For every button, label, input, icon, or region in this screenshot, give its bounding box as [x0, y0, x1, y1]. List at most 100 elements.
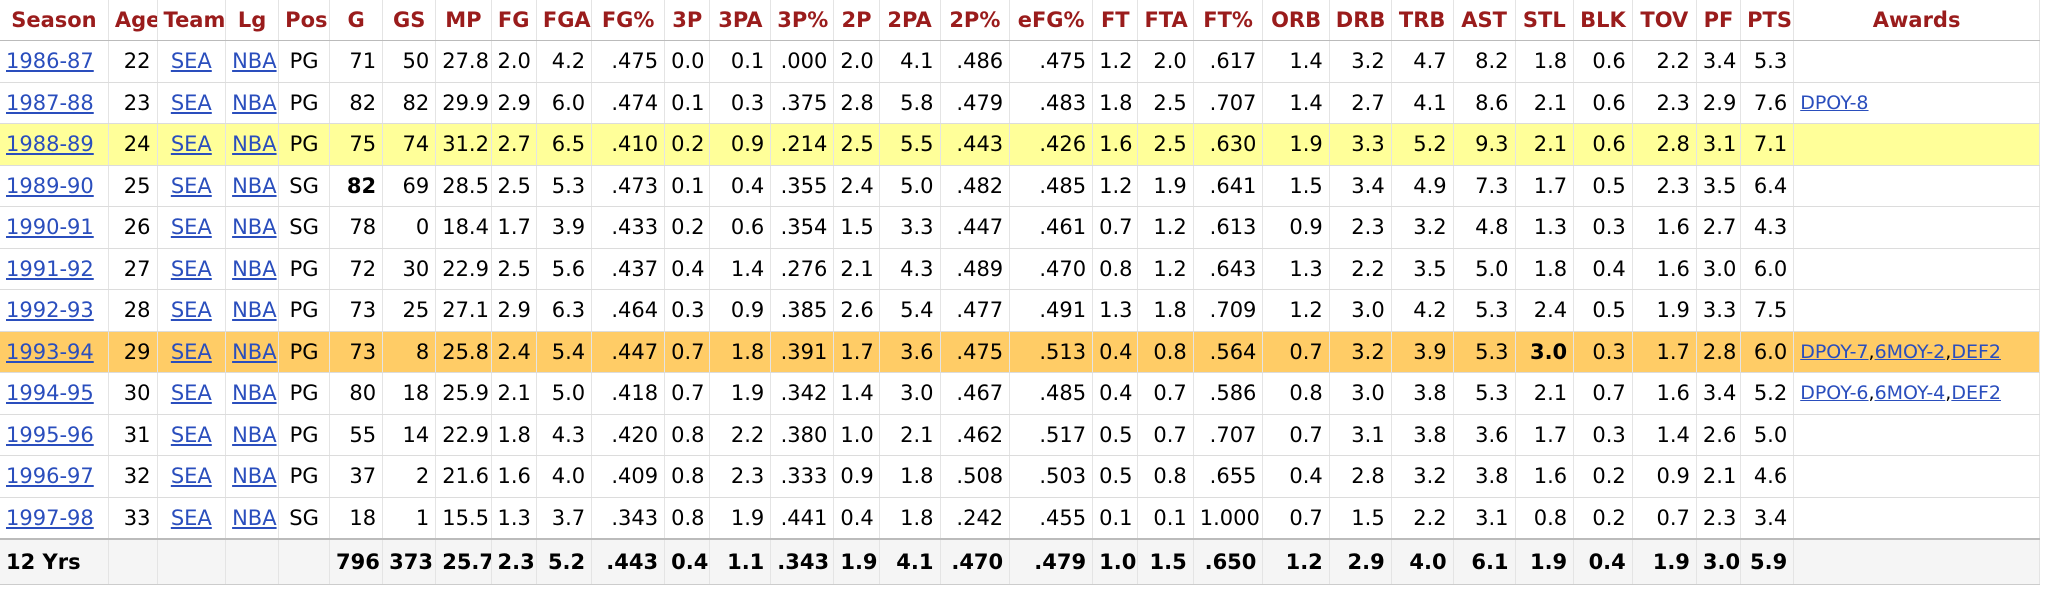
col-header-p3-pct[interactable]: 3P%: [770, 0, 835, 41]
col-header-ft-pct[interactable]: FT%: [1193, 0, 1264, 41]
cell-age: 31: [108, 414, 158, 456]
col-header-fga[interactable]: FGA: [536, 0, 593, 41]
team-link[interactable]: SEA: [170, 49, 212, 74]
cell-fga: 5.3: [536, 165, 593, 207]
team-link[interactable]: SEA: [170, 132, 212, 157]
col-header-drb[interactable]: DRB: [1329, 0, 1392, 41]
season-link[interactable]: 1995-96: [6, 422, 94, 447]
cell-efg: .503: [1009, 455, 1094, 498]
cell-ft-pct: .643: [1193, 248, 1264, 290]
award-link[interactable]: 6MOY-4: [1874, 382, 1946, 405]
team-link[interactable]: SEA: [170, 215, 212, 240]
team-link[interactable]: SEA: [170, 505, 212, 530]
lg-link[interactable]: NBA: [232, 173, 277, 198]
col-header-pa3[interactable]: 3PA: [709, 0, 772, 41]
cell-fg-pct: .420: [591, 414, 666, 456]
cell-team: SEA: [157, 40, 227, 83]
award-link[interactable]: DPOY-8: [1800, 91, 1869, 114]
cell-blk: 0.3: [1573, 414, 1633, 456]
lg-link[interactable]: NBA: [232, 49, 277, 74]
team-link[interactable]: SEA: [170, 256, 212, 281]
team-link[interactable]: SEA: [170, 422, 212, 447]
col-header-mp[interactable]: MP: [435, 0, 492, 41]
col-header-season[interactable]: Season: [0, 0, 109, 41]
lg-link[interactable]: NBA: [232, 215, 277, 240]
cell-ast: 9.3: [1453, 123, 1516, 166]
season-link[interactable]: 1989-90: [6, 173, 94, 198]
season-link[interactable]: 1996-97: [6, 464, 94, 489]
season-link[interactable]: 1997-98: [6, 505, 94, 530]
lg-link[interactable]: NBA: [232, 298, 277, 323]
cell-p2-pct: .477: [940, 289, 1011, 332]
award-link[interactable]: DPOY-7: [1800, 340, 1869, 363]
col-header-pts[interactable]: PTS: [1740, 0, 1795, 41]
cell-orb: 1.4: [1262, 40, 1330, 83]
team-link[interactable]: SEA: [170, 173, 212, 198]
col-header-stl[interactable]: STL: [1515, 0, 1575, 41]
lg-link[interactable]: NBA: [232, 422, 277, 447]
cell-pa3: 0.9: [709, 123, 772, 166]
cell-fg-pct: .410: [591, 123, 666, 166]
award-link[interactable]: DEF2: [1951, 340, 2001, 363]
col-header-pf[interactable]: PF: [1696, 0, 1742, 41]
award-link[interactable]: DEF2: [1951, 382, 2001, 405]
col-header-team[interactable]: Team: [157, 0, 227, 41]
col-header-fg[interactable]: FG: [491, 0, 537, 41]
cell-drb: 2.7: [1329, 82, 1392, 124]
team-link[interactable]: SEA: [170, 381, 212, 406]
col-header-p3[interactable]: 3P: [664, 0, 711, 41]
col-header-g[interactable]: G: [329, 0, 384, 41]
season-link[interactable]: 1991-92: [6, 256, 94, 281]
lg-link[interactable]: NBA: [232, 132, 277, 157]
col-header-tov[interactable]: TOV: [1632, 0, 1697, 41]
col-header-p2[interactable]: 2P: [833, 0, 880, 41]
cell-tov: 1.6: [1632, 248, 1697, 290]
col-header-blk[interactable]: BLK: [1573, 0, 1633, 41]
cell-pa2: 1.8: [879, 497, 941, 540]
col-header-orb[interactable]: ORB: [1262, 0, 1330, 41]
col-header-lg[interactable]: Lg: [225, 0, 280, 41]
season-link[interactable]: 1994-95: [6, 381, 94, 406]
lg-link[interactable]: NBA: [232, 339, 277, 364]
col-header-pos[interactable]: Pos: [278, 0, 331, 41]
season-link[interactable]: 1992-93: [6, 298, 94, 323]
total-gs: 373: [382, 538, 437, 585]
team-link[interactable]: SEA: [170, 464, 212, 489]
team-link[interactable]: SEA: [170, 90, 212, 115]
cell-ast: 5.3: [1453, 372, 1516, 415]
season-link[interactable]: 1988-89: [6, 132, 94, 157]
award-link[interactable]: 6MOY-2: [1874, 340, 1946, 363]
season-link[interactable]: 1987-88: [6, 90, 94, 115]
total-age: [108, 538, 158, 585]
season-link[interactable]: 1986-87: [6, 49, 94, 74]
team-link[interactable]: SEA: [170, 298, 212, 323]
col-header-ast[interactable]: AST: [1453, 0, 1516, 41]
award-separator: ,: [1945, 340, 1952, 363]
col-header-awards[interactable]: Awards: [1793, 0, 2040, 41]
col-header-ft[interactable]: FT: [1092, 0, 1139, 41]
col-header-efg[interactable]: eFG%: [1009, 0, 1094, 41]
col-header-fta[interactable]: FTA: [1137, 0, 1194, 41]
lg-link[interactable]: NBA: [232, 256, 277, 281]
col-header-pa2[interactable]: 2PA: [879, 0, 941, 41]
lg-link[interactable]: NBA: [232, 381, 277, 406]
season-link[interactable]: 1993-94: [6, 339, 94, 364]
col-header-trb[interactable]: TRB: [1391, 0, 1454, 41]
lg-link[interactable]: NBA: [232, 505, 277, 530]
cell-team: SEA: [157, 82, 227, 124]
cell-g: 55: [329, 414, 384, 456]
lg-link[interactable]: NBA: [232, 464, 277, 489]
lg-link[interactable]: NBA: [232, 90, 277, 115]
col-header-fg-pct[interactable]: FG%: [591, 0, 666, 41]
season-link[interactable]: 1990-91: [6, 215, 94, 240]
col-header-age[interactable]: Age: [108, 0, 158, 41]
award-link[interactable]: DPOY-6: [1800, 382, 1869, 405]
col-header-p2-pct[interactable]: 2P%: [940, 0, 1011, 41]
cell-season: 1997-98: [0, 497, 109, 540]
team-link[interactable]: SEA: [170, 339, 212, 364]
col-header-gs[interactable]: GS: [382, 0, 437, 41]
cell-season: 1986-87: [0, 40, 109, 83]
cell-drb: 2.8: [1329, 455, 1392, 498]
cell-pf: 2.7: [1696, 206, 1742, 249]
cell-fga: 5.6: [536, 248, 593, 290]
